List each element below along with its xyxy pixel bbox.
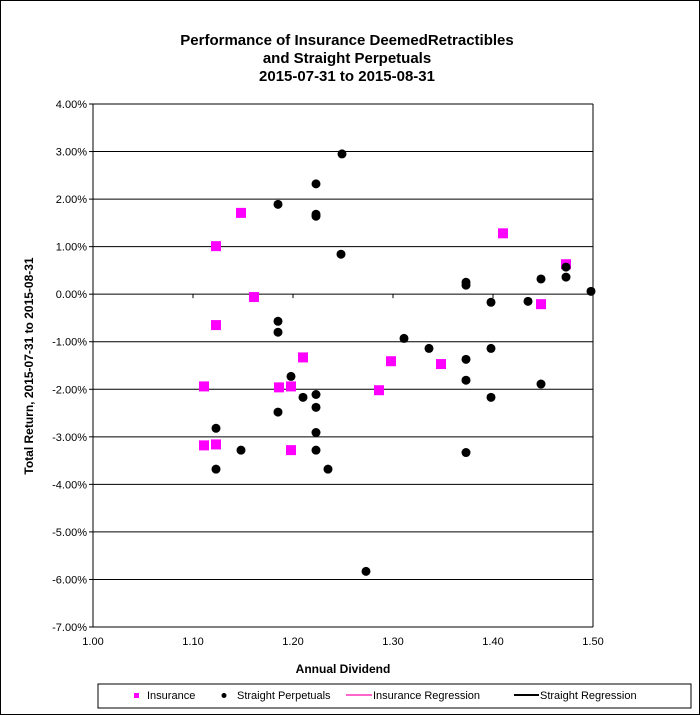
legend-insurance: Insurance [147, 690, 195, 702]
y-tick-label: 3.00% [56, 147, 87, 159]
legend-straight: Straight Perpetuals [237, 690, 331, 702]
insurance-point [211, 439, 221, 450]
insurance-point [249, 292, 259, 303]
y-tick-label: -1.00% [52, 337, 87, 349]
legend: Insurance Straight Perpetuals Insurance … [97, 683, 692, 709]
straight-perpetual-point [461, 280, 471, 290]
insurance-point [211, 320, 221, 331]
insurance-point [236, 207, 246, 218]
x-tick-label: 1.10 [182, 636, 203, 648]
straight-perpetual-point [486, 392, 496, 402]
legend-straight-marker [221, 693, 227, 698]
y-tick-label: 2.00% [56, 194, 87, 206]
straight-perpetual-point [461, 375, 471, 385]
straight-perpetual-point [236, 445, 246, 455]
straight-perpetual-point [337, 149, 347, 159]
insurance-point [286, 381, 296, 392]
insurance-point [286, 445, 296, 456]
straight-perpetual-point [399, 333, 409, 343]
straight-perpetual-point [311, 390, 321, 400]
chart-title-line-3: 2015-07-31 to 2015-08-31 [259, 68, 435, 85]
straight-perpetual-point [424, 343, 434, 353]
straight-perpetual-point [273, 316, 283, 326]
x-tick-label: 1.40 [482, 636, 503, 648]
x-tick-label: 1.00 [82, 636, 103, 648]
straight-perpetual-point [561, 272, 571, 282]
straight-perpetual-point [461, 448, 471, 458]
chart-title-line-2: and Straight Perpetuals [263, 50, 431, 67]
x-tick-label: 1.30 [382, 636, 403, 648]
y-tick-label: -5.00% [52, 527, 87, 539]
x-tick-label: 1.50 [582, 636, 603, 648]
straight-perpetual-point [311, 211, 321, 221]
straight-perpetual-point [486, 297, 496, 307]
insurance-point [211, 241, 221, 252]
straight-perpetual-point [311, 445, 321, 455]
y-tick-label: 1.00% [56, 242, 87, 254]
y-tick-label: -4.00% [52, 479, 87, 491]
straight-perpetual-point [523, 296, 533, 306]
insurance-point [386, 356, 396, 367]
straight-perpetual-point [536, 379, 546, 389]
straight-perpetual-point [323, 464, 333, 474]
legend-box [97, 683, 692, 709]
insurance-point [498, 228, 508, 239]
y-tick-label: 0.00% [56, 289, 87, 301]
y-tick-label: -6.00% [52, 574, 87, 586]
insurance-point [298, 352, 308, 363]
y-tick-label: 4.00% [56, 99, 87, 111]
chart-title-line-1: Performance of Insurance DeemedRetractib… [180, 32, 513, 49]
y-tick-label: -7.00% [52, 622, 87, 634]
insurance-point [199, 440, 209, 451]
x-axis-label: Annual Dividend [296, 662, 391, 676]
straight-perpetual-point [586, 286, 596, 296]
straight-perpetual-point [211, 423, 221, 433]
insurance-point [199, 381, 209, 392]
straight-perpetual-point [311, 402, 321, 412]
straight-perpetual-point [211, 464, 221, 474]
insurance-point [436, 359, 446, 370]
straight-perpetual-point [298, 392, 308, 402]
y-tick-label: -2.00% [52, 384, 87, 396]
straight-perpetual-point [273, 407, 283, 417]
legend-insurance-regression: Insurance Regression [373, 690, 480, 702]
straight-perpetual-point [461, 354, 471, 364]
straight-perpetual-point [273, 327, 283, 337]
straight-perpetual-point [361, 566, 371, 576]
straight-perpetual-point [536, 274, 546, 284]
straight-perpetual-point [286, 371, 296, 381]
y-tick-label: -3.00% [52, 432, 87, 444]
y-axis-label: Total Return, 2015-07-31 to 2015-08-31 [22, 257, 36, 475]
x-tick-label: 1.20 [282, 636, 303, 648]
insurance-point [374, 385, 384, 396]
insurance-point [274, 382, 284, 393]
straight-perpetual-point [486, 343, 496, 353]
straight-perpetual-point [561, 262, 571, 272]
straight-perpetual-point [273, 199, 283, 209]
legend-insurance-marker [134, 693, 139, 698]
insurance-point [536, 299, 546, 310]
straight-perpetual-point [336, 249, 346, 259]
straight-perpetual-point [311, 428, 321, 438]
straight-perpetual-point [311, 179, 321, 189]
legend-straight-regression: Straight Regression [540, 690, 637, 702]
